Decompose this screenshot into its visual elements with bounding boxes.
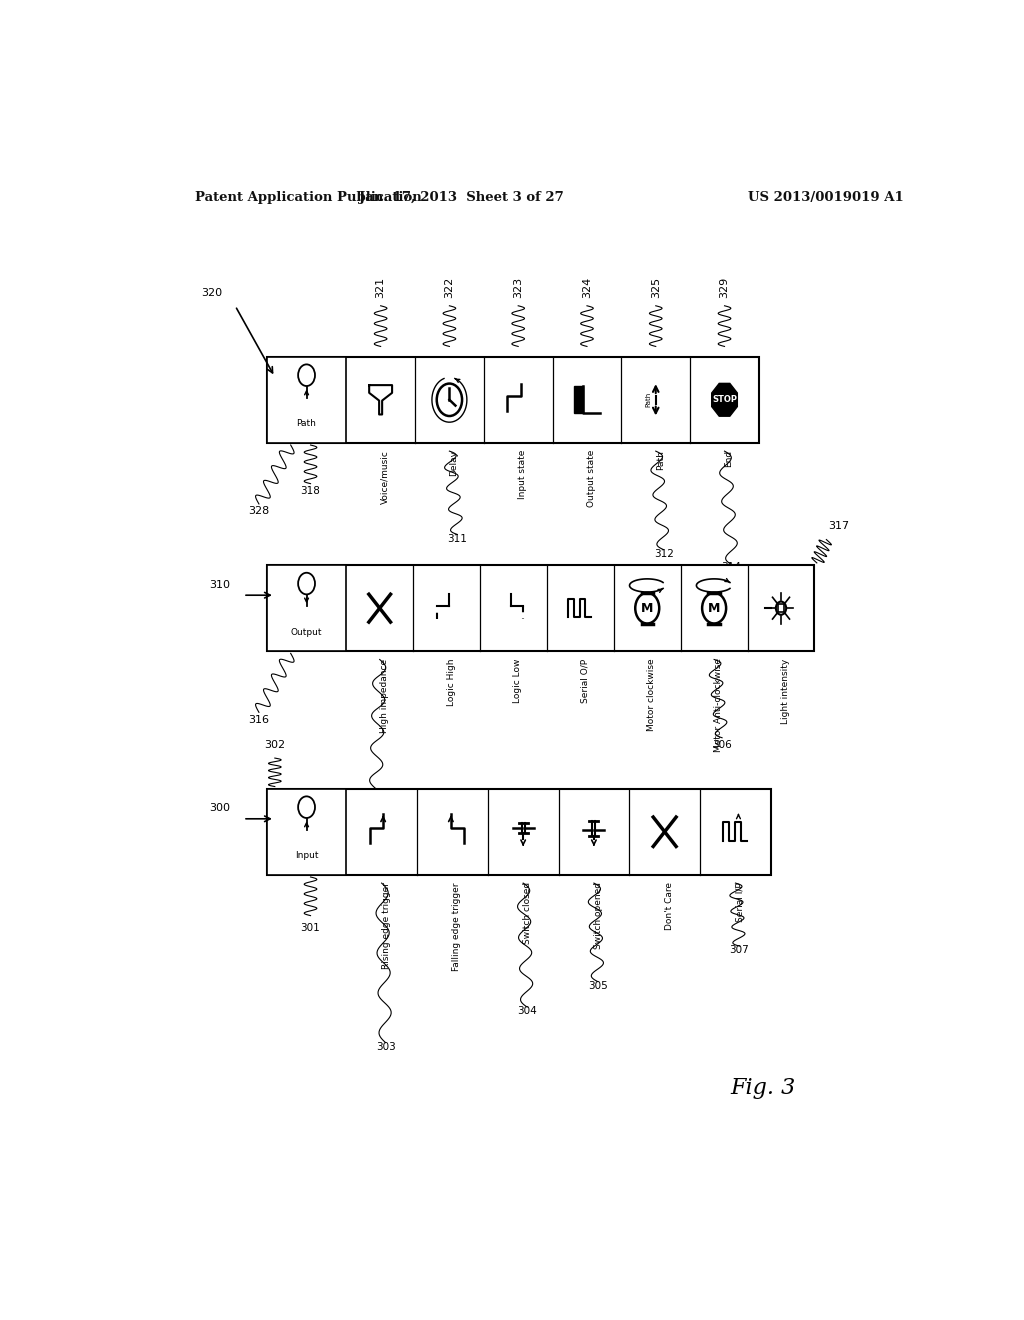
Text: 306: 306 [712, 741, 732, 750]
Text: Switch opened: Switch opened [594, 882, 603, 949]
Bar [267, 565, 346, 651]
Bar [267, 356, 759, 444]
Text: Path: Path [645, 392, 651, 408]
Text: 303: 303 [366, 791, 386, 801]
Bar [267, 788, 346, 875]
Text: 312: 312 [653, 549, 674, 558]
Text: 322: 322 [444, 276, 455, 297]
Text: 305: 305 [588, 981, 608, 991]
Text: Output state: Output state [587, 450, 596, 507]
Text: 317: 317 [827, 521, 849, 532]
Text: 321: 321 [376, 276, 386, 297]
Text: 310: 310 [209, 579, 229, 590]
Text: 325: 325 [650, 276, 660, 297]
Bar [778, 605, 784, 611]
Text: Jan. 17, 2013  Sheet 3 of 27: Jan. 17, 2013 Sheet 3 of 27 [359, 190, 563, 203]
Text: Serial O/P: Serial O/P [581, 659, 590, 702]
Bar [574, 387, 584, 413]
Text: 311: 311 [447, 533, 467, 544]
Text: Path: Path [655, 450, 665, 470]
Text: Rising edge trigger: Rising edge trigger [382, 882, 390, 969]
Text: End: End [725, 450, 733, 467]
Text: 315: 315 [765, 568, 784, 577]
Text: Falling edge trigger: Falling edge trigger [453, 882, 462, 970]
Text: 328: 328 [248, 506, 269, 516]
Text: 324: 324 [582, 276, 592, 297]
Text: 302: 302 [264, 741, 286, 750]
Text: High impedance: High impedance [380, 659, 389, 733]
Text: Logic High: Logic High [446, 659, 456, 706]
Text: Fig. 3: Fig. 3 [730, 1077, 796, 1100]
Text: Don't Care: Don't Care [665, 882, 674, 931]
Text: Input state: Input state [518, 450, 527, 499]
Text: 314: 314 [722, 562, 741, 572]
Text: Serial I/P: Serial I/P [735, 882, 744, 921]
Text: Patent Application Publication: Patent Application Publication [196, 190, 422, 203]
Text: Switch closed: Switch closed [523, 882, 532, 944]
Text: 307: 307 [729, 945, 750, 956]
Bar [267, 565, 814, 651]
Text: Output: Output [291, 628, 323, 636]
Polygon shape [712, 383, 737, 416]
Text: M: M [641, 602, 653, 615]
Text: Logic Low: Logic Low [513, 659, 522, 702]
Bar [267, 788, 771, 875]
Text: US 2013/0019019 A1: US 2013/0019019 A1 [749, 190, 904, 203]
Text: 303: 303 [376, 1041, 395, 1052]
Text: Input: Input [295, 851, 318, 861]
Text: Motor clockwise: Motor clockwise [647, 659, 656, 731]
Text: 323: 323 [513, 276, 523, 297]
Bar [267, 356, 346, 444]
Text: 304: 304 [517, 1006, 537, 1016]
Text: 329: 329 [720, 276, 729, 297]
Text: M: M [708, 602, 720, 615]
Text: Motor Anti-clockwise: Motor Anti-clockwise [714, 659, 723, 752]
Text: 320: 320 [201, 288, 222, 297]
Text: Path: Path [297, 420, 316, 429]
Text: 301: 301 [301, 923, 321, 933]
Text: 313: 313 [723, 564, 742, 574]
Text: Voice/music: Voice/music [381, 450, 389, 504]
Text: Delay: Delay [450, 450, 459, 477]
Text: 316: 316 [249, 714, 269, 725]
Text: 318: 318 [301, 486, 321, 496]
Text: STOP: STOP [712, 395, 737, 404]
Text: 300: 300 [209, 804, 229, 813]
Text: Light intensity: Light intensity [781, 659, 791, 723]
